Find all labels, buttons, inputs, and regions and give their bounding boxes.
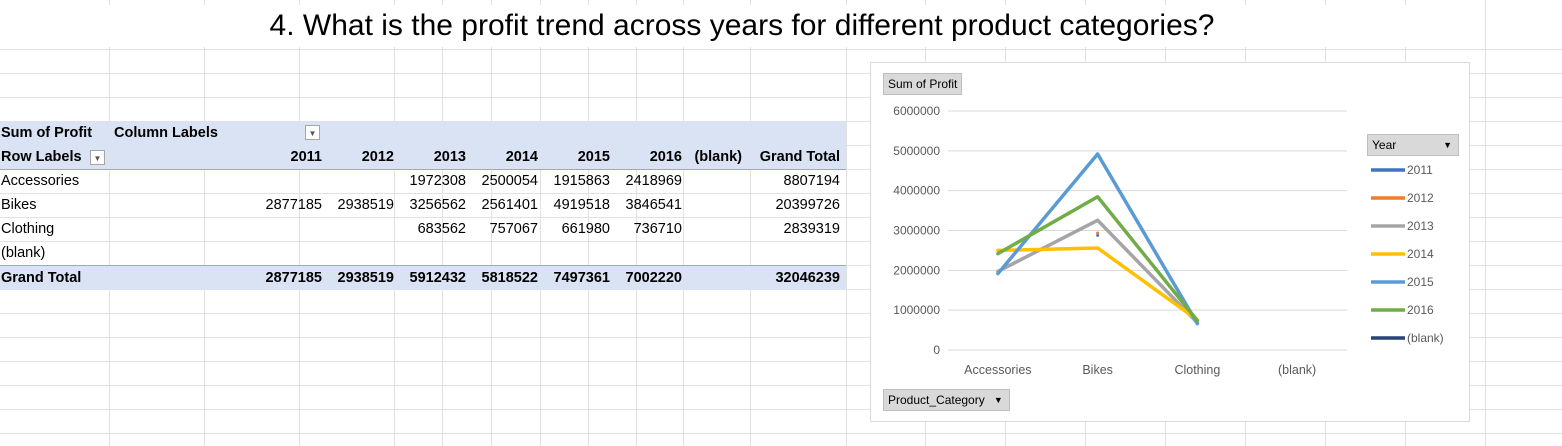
series-point-2012 <box>1096 231 1100 235</box>
y-tick-label: 0 <box>933 343 940 357</box>
value-cell[interactable]: 3846541 <box>625 197 682 213</box>
y-tick-label: 6000000 <box>893 104 940 118</box>
value-cell[interactable]: 2877185 <box>265 197 322 213</box>
table-row[interactable]: Clothing 683562 757067 661980 736710 2839319 <box>0 217 846 241</box>
value-cell[interactable]: 757067 <box>489 221 538 237</box>
chevron-down-icon: ▼ <box>993 395 1003 405</box>
table-row[interactable]: Bikes 2877185 2938519 3256562 2561401 4919518… <box>0 193 846 217</box>
legend-item: 2016 <box>1371 303 1434 317</box>
grand-total-row[interactable]: Grand Total 2877185 2938519 5912432 5818522 7… <box>0 265 846 290</box>
legend-label: 2012 <box>1407 191 1434 205</box>
value-cell[interactable]: 2877185 <box>265 270 322 286</box>
row-filter-dropdown-icon[interactable]: ▼ <box>90 150 105 165</box>
pivot-column-header: 2013 <box>433 149 466 165</box>
value-cell[interactable]: 2561401 <box>481 197 538 213</box>
legend-item: 2013 <box>1371 219 1434 233</box>
x-tick-label: Accessories <box>964 363 1031 377</box>
row-label[interactable]: (blank) <box>1 245 46 261</box>
value-cell[interactable]: 3256562 <box>409 197 466 213</box>
pivot-value-field-label[interactable]: Sum of Profit <box>1 125 93 141</box>
legend-label: 2015 <box>1407 275 1434 289</box>
pivot-column-header: 2011 <box>290 149 322 165</box>
pivot-column-header: (blank) <box>694 149 742 165</box>
legend-label: 2011 <box>1407 163 1433 177</box>
row-label[interactable]: Clothing <box>1 221 55 237</box>
value-cell[interactable]: 5912432 <box>409 270 466 286</box>
x-tick-label: Bikes <box>1082 363 1113 377</box>
value-cell[interactable]: 2938519 <box>337 270 394 286</box>
legend-label: 2014 <box>1407 247 1434 261</box>
pivot-header-row-2: Row Labels ▼ 2011 2012 2013 2014 2015 20… <box>0 145 846 170</box>
legend-label: 2016 <box>1407 303 1434 317</box>
y-tick-label: 5000000 <box>893 144 940 158</box>
axis-field-label: Product_Category <box>888 393 985 407</box>
value-cell[interactable]: 1972308 <box>409 173 466 189</box>
pivot-column-header: 2014 <box>505 149 538 165</box>
legend-label: 2013 <box>1407 219 1434 233</box>
series-line-2014 <box>996 246 1200 322</box>
x-tick-label: (blank) <box>1278 363 1316 377</box>
y-tick-label: 4000000 <box>893 184 940 198</box>
legend-item: 2012 <box>1371 191 1434 205</box>
value-cell[interactable]: 2938519 <box>337 197 394 213</box>
pivot-header-row-1: Sum of Profit Column Labels ▼ <box>0 121 846 145</box>
sheet-title: 4. What is the profit trend across years… <box>0 5 1484 47</box>
pivot-chart[interactable]: Sum of Profit Product_Category ▼ Year ▼ … <box>870 62 1470 422</box>
chart-plot: 0 1000000 2000000 3000000 4000000 5000000 6000… <box>893 104 1444 377</box>
axis-field-button[interactable]: Product_Category ▼ <box>883 389 1010 411</box>
value-cell[interactable]: 7002220 <box>625 270 682 286</box>
row-label[interactable]: Grand Total <box>1 270 82 286</box>
legend-item: 2014 <box>1371 247 1434 261</box>
value-field-button[interactable]: Sum of Profit <box>883 73 963 95</box>
value-cell[interactable]: 32046239 <box>775 270 840 286</box>
y-tick-label: 2000000 <box>893 263 940 277</box>
pivot-row-labels[interactable]: Row Labels <box>1 149 82 165</box>
value-cell[interactable]: 2500054 <box>481 173 538 189</box>
table-row[interactable]: Accessories 1972308 2500054 1915863 2418969 8… <box>0 169 846 193</box>
legend-item: 2011 <box>1371 163 1433 177</box>
series-line-2013 <box>996 218 1200 325</box>
value-cell[interactable]: 5818522 <box>481 270 538 286</box>
pivot-column-labels[interactable]: Column Labels <box>114 125 218 141</box>
value-cell[interactable]: 2839319 <box>783 221 840 237</box>
value-cell[interactable]: 7497361 <box>553 270 610 286</box>
column-filter-dropdown-icon[interactable]: ▼ <box>305 125 320 140</box>
y-tick-label: 1000000 <box>893 303 940 317</box>
pivot-column-header: 2012 <box>361 149 394 165</box>
legend-item: 2015 <box>1371 275 1434 289</box>
row-label[interactable]: Bikes <box>1 197 37 213</box>
pivot-column-header: 2016 <box>649 149 682 165</box>
value-cell[interactable]: 4919518 <box>553 197 610 213</box>
series-point-2011 <box>1096 233 1100 237</box>
value-cell[interactable]: 661980 <box>561 221 610 237</box>
value-cell[interactable]: 2418969 <box>625 173 682 189</box>
x-tick-label: Clothing <box>1174 363 1220 377</box>
value-cell[interactable]: 1915863 <box>553 173 610 189</box>
value-cell[interactable]: 736710 <box>633 221 682 237</box>
y-tick-label: 3000000 <box>893 224 940 238</box>
legend-field-label: Year <box>1372 138 1397 152</box>
pivot-column-header: 2015 <box>577 149 610 165</box>
series-line-2016 <box>996 195 1200 323</box>
value-cell[interactable]: 683562 <box>417 221 466 237</box>
table-row[interactable]: (blank) <box>0 241 846 265</box>
legend-label: (blank) <box>1407 331 1444 345</box>
pivot-column-header: Grand Total <box>759 149 840 165</box>
value-cell[interactable]: 20399726 <box>775 197 840 213</box>
row-label[interactable]: Accessories <box>1 173 80 189</box>
legend-item: (blank) <box>1371 331 1444 345</box>
value-cell[interactable]: 8807194 <box>783 173 840 189</box>
legend-field-button[interactable]: Year ▼ <box>1367 134 1459 156</box>
chevron-down-icon: ▼ <box>1443 140 1452 150</box>
